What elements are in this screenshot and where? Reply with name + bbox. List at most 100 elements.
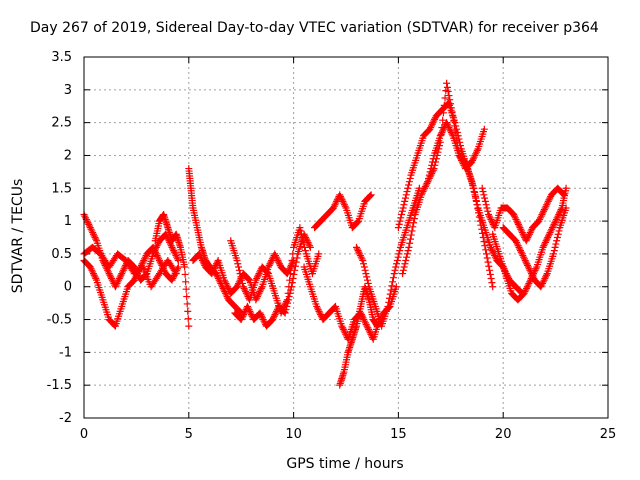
data-point-trace-o-81 [487, 245, 495, 253]
x-axis-label: GPS time / hours [286, 456, 404, 472]
data-point-trace-q-78 [550, 220, 558, 228]
data-point-trace-n-25 [418, 189, 426, 197]
data-point-trace-m-109 [480, 238, 488, 246]
data-point-trace-o-4 [427, 171, 435, 179]
data-point-trace-p-57 [523, 235, 531, 243]
data-point-trace-j-70 [366, 192, 374, 200]
data-point-trace-p-59 [525, 232, 533, 240]
data-point-trace-r-48 [537, 283, 545, 291]
data-point-trace-h-72 [283, 296, 291, 304]
data-point-trace-m-42 [427, 122, 435, 130]
data-point-trace-n-48 [436, 132, 444, 140]
data-point-trace-j-32 [336, 191, 344, 199]
data-point-trace-o-19 [439, 116, 447, 124]
data-point-trace-j-36 [339, 197, 347, 205]
data-point-trace-a-11 [89, 229, 97, 237]
data-point-trace-n-92 [471, 151, 479, 159]
data-point-trace-p-9 [485, 212, 493, 220]
data-point-trace-r-16 [512, 237, 520, 245]
data-point-trace-f-80 [252, 296, 260, 304]
data-point-trace-o-83 [489, 248, 497, 256]
data-point-trace-m-15 [406, 174, 414, 182]
data-point-trace-h-47 [264, 269, 272, 277]
data-point-trace-m-115 [485, 262, 493, 270]
data-point-trace-h-9 [234, 260, 242, 268]
data-point-trace-h-35 [254, 271, 262, 279]
data-point-trace-o-30 [447, 104, 455, 112]
y-tick-label-3: 2 [64, 148, 72, 163]
data-point-trace-p-43 [512, 215, 520, 223]
data-point-trace-n-31 [423, 179, 431, 187]
data-point-trace-i-81 [364, 324, 372, 332]
data-point-trace-o-58 [469, 184, 477, 192]
data-point-trace-l-50 [392, 263, 400, 271]
data-point-trace-f-98 [266, 260, 274, 268]
data-point-trace-r-51 [539, 278, 547, 286]
data-point-trace-p-44 [513, 217, 521, 225]
data-points [80, 79, 570, 389]
data-point-trace-h-8 [233, 256, 241, 264]
data-point-trace-l-4 [356, 250, 364, 258]
data-point-trace-p-60 [525, 230, 533, 238]
data-point-trace-h-34 [253, 273, 261, 281]
data-point-trace-a-8 [86, 224, 94, 232]
data-point-trace-i-19 [315, 307, 323, 315]
data-point-trace-l-8 [359, 256, 367, 264]
y-tick-label-9: -1 [59, 345, 72, 360]
data-point-trace-q-66 [541, 240, 549, 248]
data-point-trace-r-23 [517, 248, 525, 256]
data-point-trace-a-43 [114, 278, 122, 286]
data-point-trace-q-69 [543, 235, 551, 243]
data-point-trace-a-42 [113, 279, 121, 287]
data-point-trace-h-13 [237, 273, 245, 281]
data-point-trace-j-54 [353, 219, 361, 227]
data-point-trace-f-9 [196, 252, 204, 260]
data-point-trace-q-87 [557, 206, 565, 214]
data-point-trace-j-72 [367, 191, 375, 199]
data-point-trace-m-40 [426, 125, 434, 133]
data-point-trace-g-75 [290, 270, 298, 278]
data-point-trace-n-8 [405, 243, 413, 251]
data-point-trace-o-56 [468, 178, 476, 186]
data-point-trace-q-68 [542, 237, 550, 245]
series-trace-q [489, 184, 570, 304]
data-point-trace-r-65 [550, 247, 558, 255]
data-point-trace-p-5 [482, 201, 490, 209]
data-point-trace-f-10 [197, 253, 205, 261]
data-point-trace-a-40 [111, 283, 119, 291]
data-point-trace-n-52 [439, 125, 447, 133]
data-point-trace-f-42 [222, 279, 230, 287]
data-point-trace-p-73 [536, 215, 544, 223]
x-tick-label-3: 15 [390, 427, 407, 442]
data-point-trace-j-39 [341, 202, 349, 210]
data-point-trace-a-119 [174, 255, 182, 263]
data-point-trace-g-8 [237, 316, 245, 324]
data-point-trace-p-58 [524, 234, 532, 241]
data-point-trace-f-82 [253, 293, 261, 301]
data-point-trace-r-24 [518, 250, 526, 258]
data-point-trace-f-44 [224, 283, 232, 291]
data-point-trace-o-31 [448, 108, 456, 116]
data-point-trace-i-80 [363, 322, 371, 330]
data-point-trace-a-50 [119, 266, 127, 274]
data-point-trace-r-54 [542, 273, 550, 281]
data-point-trace-m-10 [402, 191, 410, 199]
data-point-trace-f-123 [286, 265, 294, 273]
y-tick-label-7: 0 [64, 280, 72, 295]
data-point-trace-i-39 [331, 303, 339, 311]
data-point-trace-h-93 [300, 240, 308, 248]
data-point-trace-l-45 [388, 282, 396, 290]
data-point-trace-p-78 [540, 207, 548, 215]
y-tick-label-2: 2.5 [51, 116, 72, 131]
data-point-trace-p-7 [484, 207, 492, 215]
data-point-trace-l-49 [391, 266, 399, 274]
data-point-trace-o-0 [424, 178, 432, 186]
series-trace-p [478, 184, 568, 245]
data-point-trace-n-104 [480, 125, 488, 133]
data-point-trace-g-36 [259, 316, 267, 324]
data-point-trace-m-118 [487, 275, 495, 283]
data-point-trace-g-79 [293, 254, 301, 262]
data-point-trace-r-35 [527, 268, 535, 276]
data-point-trace-q-40 [520, 289, 528, 297]
data-point-trace-o-36 [452, 132, 460, 140]
